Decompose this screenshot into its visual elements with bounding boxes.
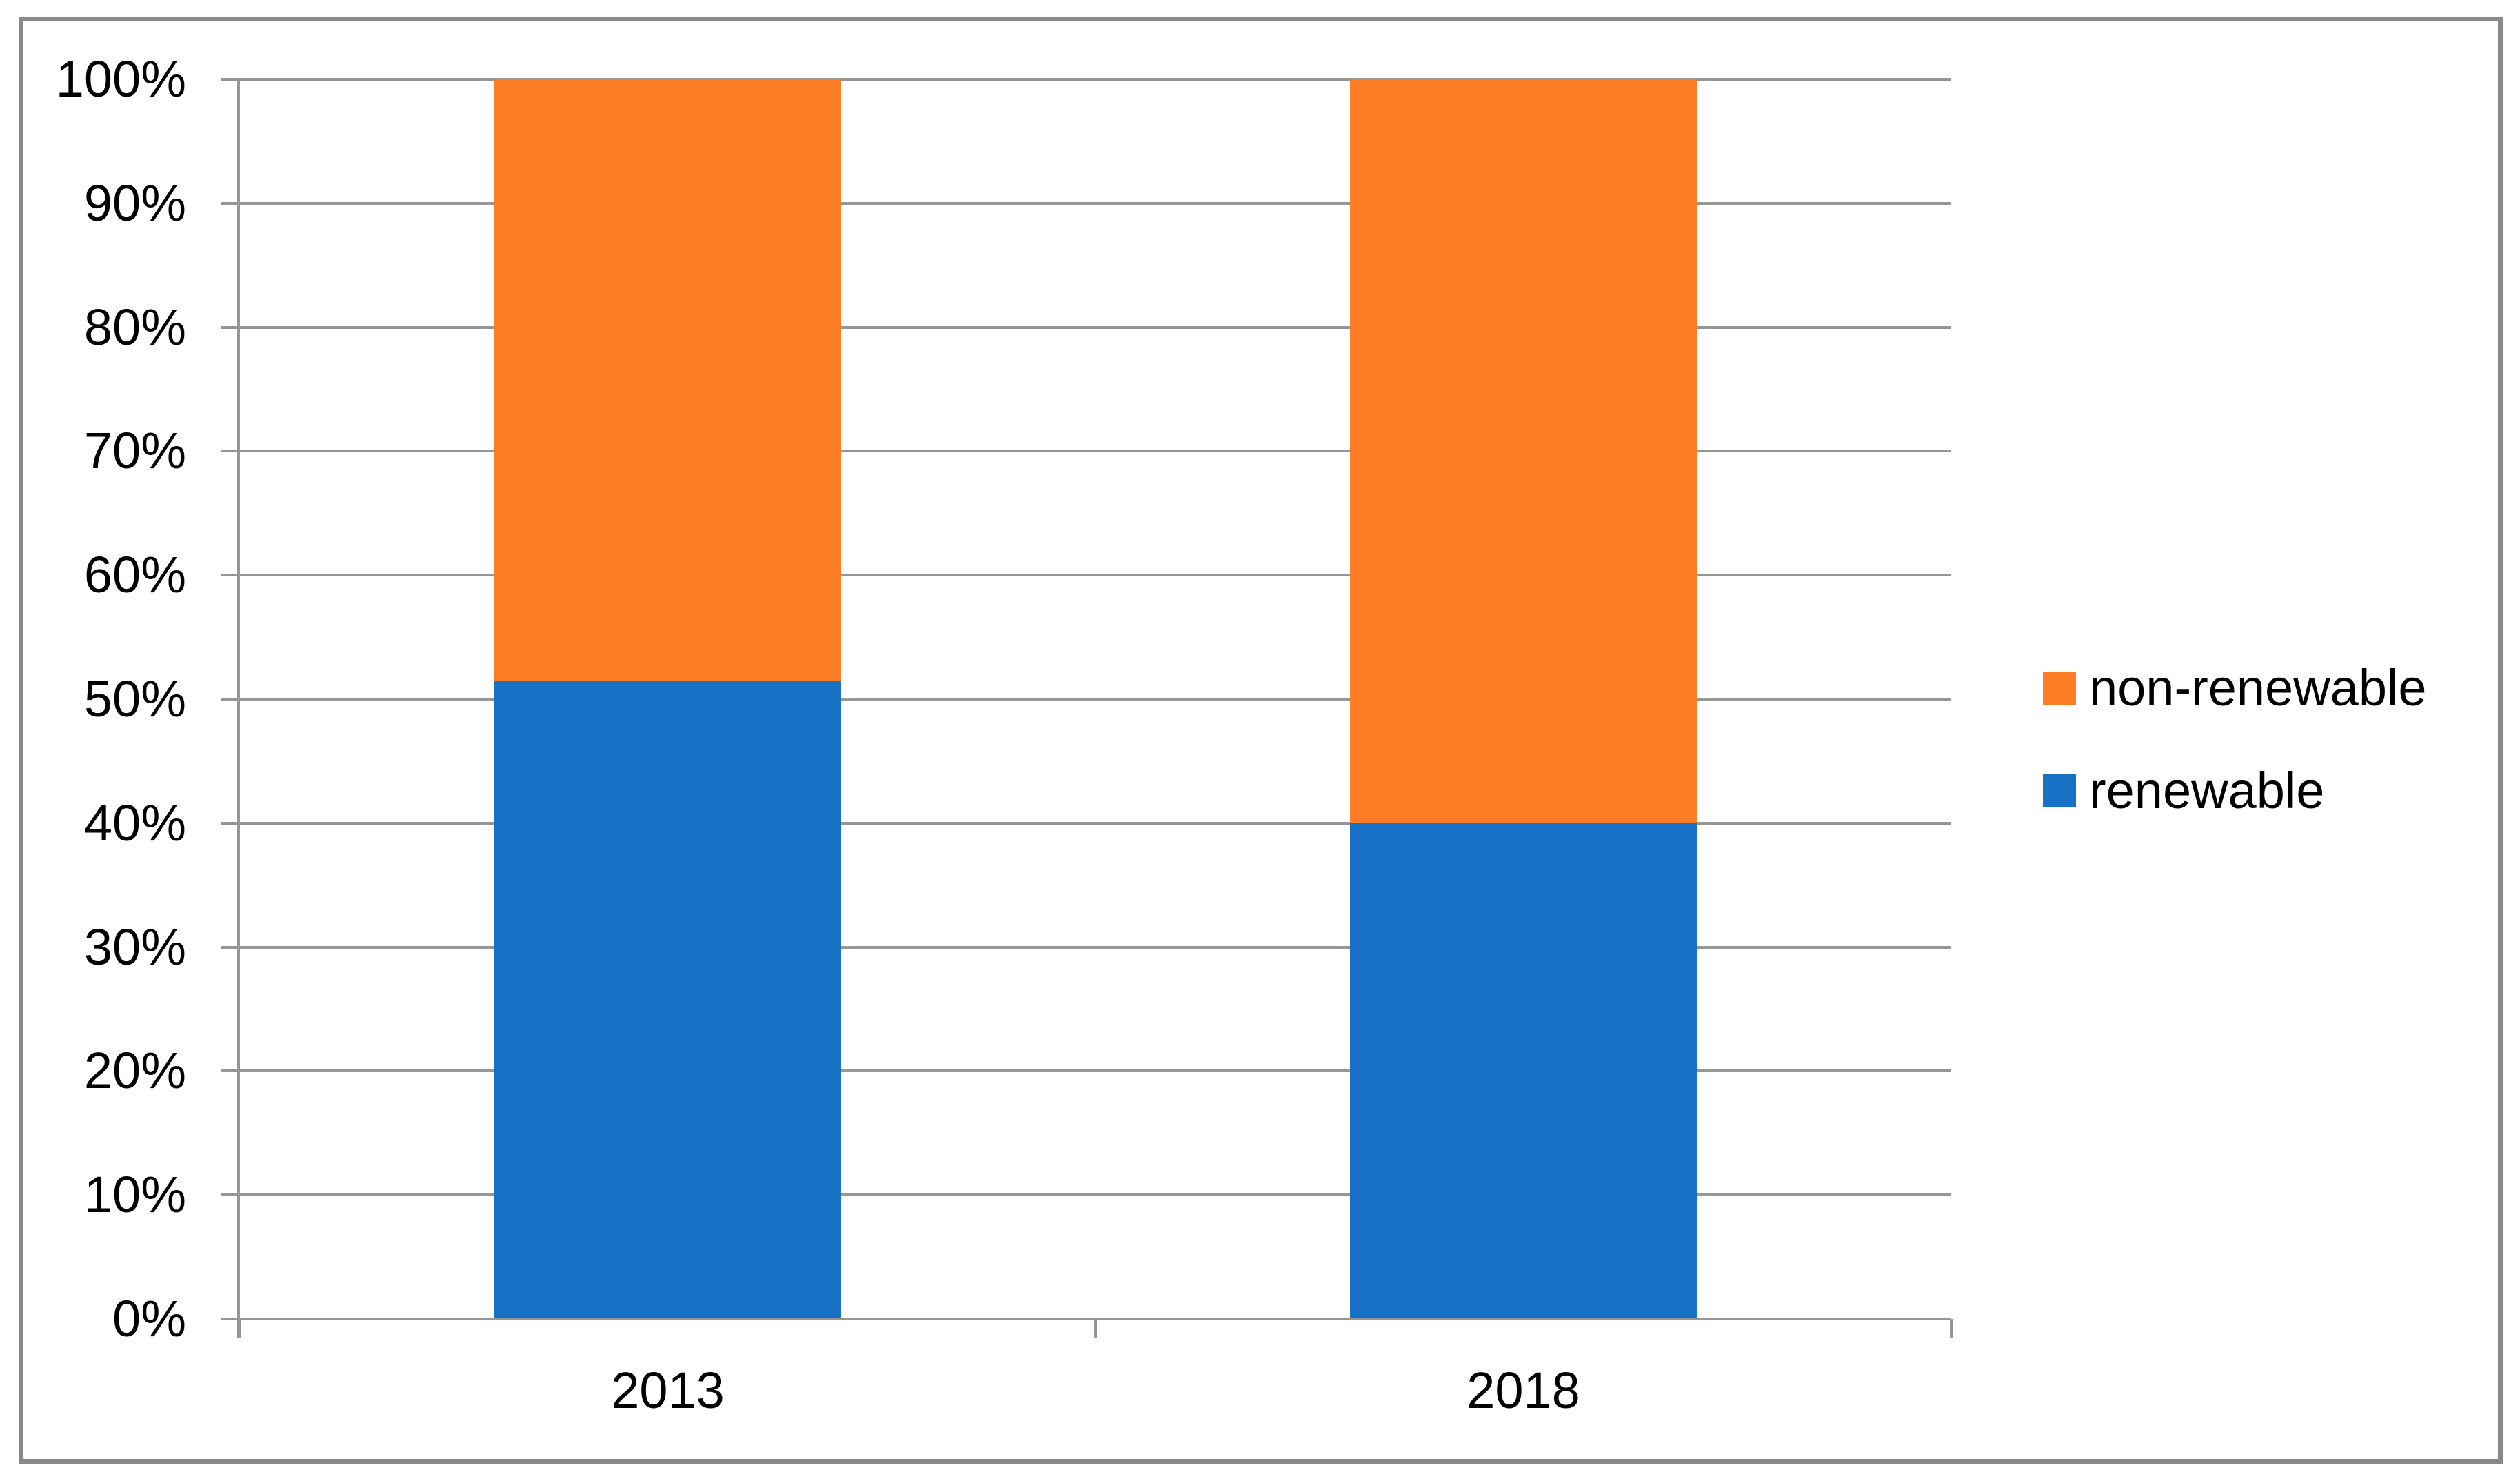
y-tick-30 — [221, 945, 240, 949]
y-tick-label-60: 60% — [83, 546, 186, 604]
y-tick-label-80: 80% — [83, 298, 186, 356]
chart-border — [19, 17, 2503, 1464]
legend-label-non-renewable: non-renewable — [2089, 659, 2427, 716]
y-tick-80 — [221, 325, 240, 329]
gridline-50 — [240, 698, 1951, 701]
y-tick-40 — [221, 821, 240, 825]
y-tick-label-0: 0% — [112, 1290, 186, 1347]
y-tick-label-50: 50% — [83, 670, 186, 727]
bar-segment-non-renewable-2013 — [494, 79, 841, 681]
y-tick-70 — [221, 450, 240, 453]
y-tick-10 — [221, 1193, 240, 1197]
x-tick-2 — [1950, 1319, 1953, 1338]
gridline-60 — [240, 574, 1951, 577]
y-tick-label-70: 70% — [83, 422, 186, 480]
gridline-20 — [240, 1069, 1951, 1073]
y-tick-label-10: 10% — [83, 1166, 186, 1224]
y-tick-90 — [221, 201, 240, 205]
bar-stack-2013 — [494, 79, 841, 1319]
plot-area — [240, 78, 1951, 1320]
gridline-80 — [240, 325, 1951, 329]
y-tick-label-90: 90% — [83, 174, 186, 232]
y-tick-label-100: 100% — [55, 50, 186, 108]
y-tick-0 — [221, 1318, 240, 1320]
legend-label-renewable: renewable — [2089, 762, 2325, 819]
y-tick-label-20: 20% — [83, 1042, 186, 1100]
y-tick-label-30: 30% — [83, 918, 186, 976]
x-category-label-2013: 2013 — [611, 1362, 725, 1419]
bar-stack-2018 — [1350, 79, 1697, 1319]
legend-swatch-non-renewable — [2043, 672, 2076, 705]
bar-segment-renewable-2018 — [1350, 823, 1697, 1319]
y-tick-60 — [221, 574, 240, 577]
gridline-10 — [240, 1193, 1951, 1197]
gridline-100 — [240, 78, 1951, 81]
y-tick-label-40: 40% — [83, 794, 186, 852]
gridline-40 — [240, 821, 1951, 825]
gridline-70 — [240, 450, 1951, 453]
y-tick-100 — [221, 78, 240, 81]
x-tick-1 — [1094, 1319, 1097, 1338]
bar-segment-renewable-2013 — [494, 681, 841, 1319]
x-tick-0 — [239, 1319, 241, 1338]
y-axis-line — [237, 78, 240, 1338]
legend-swatch-renewable — [2043, 774, 2076, 807]
bar-segment-non-renewable-2018 — [1350, 79, 1697, 823]
gridline-30 — [240, 945, 1951, 949]
y-tick-50 — [221, 698, 240, 701]
gridline-90 — [240, 201, 1951, 205]
y-tick-20 — [221, 1069, 240, 1073]
x-category-label-2018: 2018 — [1466, 1362, 1580, 1419]
